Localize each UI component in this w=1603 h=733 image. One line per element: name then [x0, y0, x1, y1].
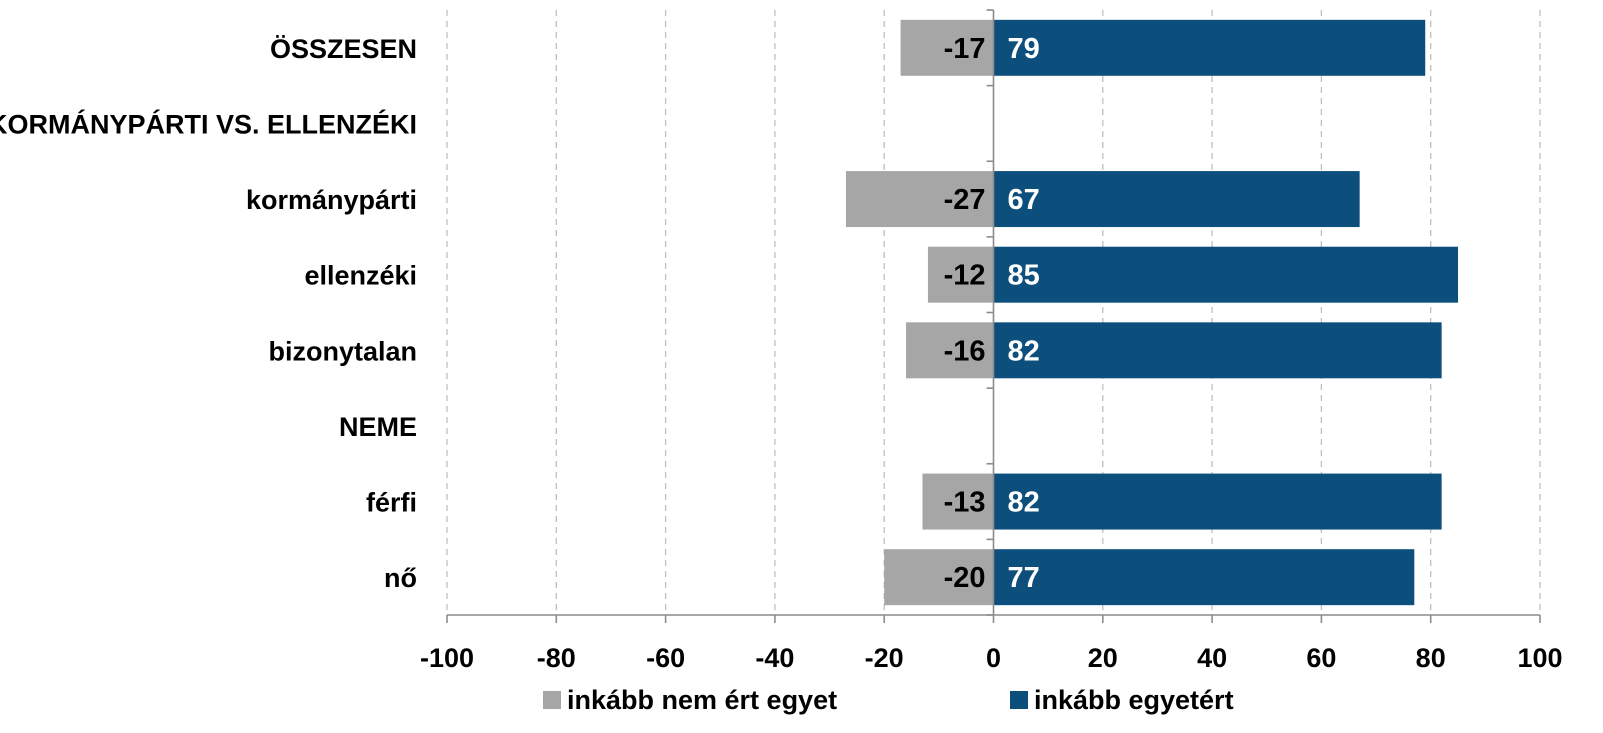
- bar-agree: [993, 549, 1415, 606]
- data-label: 77: [1008, 562, 1040, 594]
- data-label: -13: [944, 487, 986, 519]
- x-tick-label: 80: [1416, 643, 1446, 673]
- data-label: -17: [944, 33, 986, 65]
- x-tick-labels: -100 -80 -60 -40 -20 0 20 40 60 80 100: [420, 643, 1563, 673]
- data-label: 82: [1008, 487, 1040, 519]
- category-label: ellenzéki: [304, 261, 417, 291]
- axes: [446, 9, 1541, 623]
- bar-disagree: [884, 549, 994, 606]
- x-tick-label: 60: [1306, 643, 1336, 673]
- data-label: -27: [944, 184, 986, 216]
- legend: inkább nem ért egyet inkább egyetért: [543, 685, 1234, 715]
- data-label: 79: [1008, 33, 1040, 65]
- x-tick-label: -80: [537, 643, 576, 673]
- data-label: 67: [1008, 184, 1040, 216]
- data-label: 82: [1008, 335, 1040, 367]
- data-label: -12: [944, 260, 986, 292]
- category-label: kormánypárti: [246, 185, 417, 215]
- legend-swatch: [1010, 691, 1028, 709]
- bar-agree: [993, 171, 1360, 228]
- legend-swatch: [543, 691, 561, 709]
- x-tick-label: 0: [986, 643, 1001, 673]
- data-label: -16: [944, 335, 986, 367]
- x-tick-label: 40: [1197, 643, 1227, 673]
- legend-label: inkább nem ért egyet: [567, 685, 837, 715]
- x-tick-label: -20: [865, 643, 904, 673]
- bar-disagree: [927, 246, 994, 303]
- bar-agree: [993, 19, 1426, 76]
- category-label: bizonytalan: [268, 336, 417, 366]
- bar-disagree: [845, 171, 994, 228]
- category-label: férfi: [366, 488, 417, 518]
- category-label: KORMÁNYPÁRTI VS. ELLENZÉKI: [0, 108, 417, 139]
- grid-lines: [446, 10, 1541, 615]
- bar-agree: [993, 246, 1459, 303]
- bar-disagree: [922, 473, 994, 530]
- bar-agree: [993, 473, 1442, 530]
- bars: -17 -27 -12 -16 -13 -20 79 67 85 82 82 77: [845, 19, 1459, 606]
- x-tick-label: 20: [1088, 643, 1118, 673]
- bar-disagree: [900, 19, 994, 76]
- legend-label: inkább egyetért: [1034, 685, 1234, 715]
- category-labels: ÖSSZESEN KORMÁNYPÁRTI VS. ELLENZÉKI kormán…: [0, 34, 417, 593]
- category-label: nő: [384, 563, 417, 593]
- bar-agree: [993, 322, 1442, 379]
- category-label: ÖSSZESEN: [270, 34, 417, 64]
- data-label: 85: [1008, 260, 1040, 292]
- bar-disagree: [906, 322, 994, 379]
- x-tick-label: -100: [420, 643, 474, 673]
- x-tick-label: 100: [1517, 643, 1562, 673]
- category-label: NEME: [339, 412, 417, 442]
- x-tick-label: -60: [646, 643, 685, 673]
- x-tick-label: -40: [755, 643, 794, 673]
- data-label: -20: [944, 562, 986, 594]
